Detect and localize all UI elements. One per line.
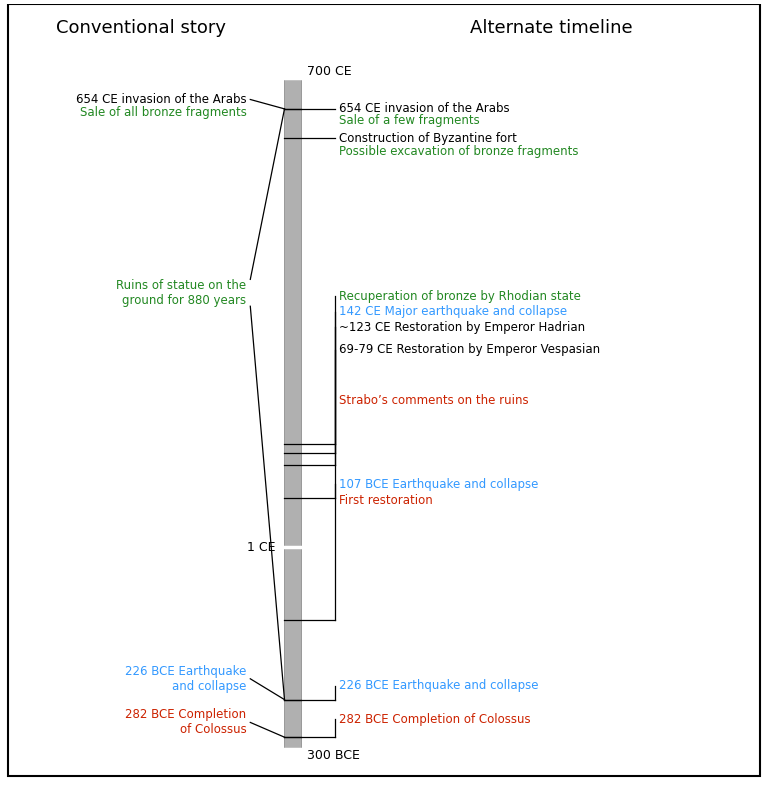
- Text: 654 CE invasion of the Arabs: 654 CE invasion of the Arabs: [76, 93, 247, 106]
- Text: 107 BCE Earthquake and collapse: 107 BCE Earthquake and collapse: [339, 478, 538, 490]
- Text: 226 BCE Earthquake
and collapse: 226 BCE Earthquake and collapse: [125, 665, 247, 693]
- Text: Recuperation of bronze by Rhodian state: Recuperation of bronze by Rhodian state: [339, 290, 581, 303]
- Text: Sale of a few fragments: Sale of a few fragments: [339, 114, 480, 127]
- Text: Alternate timeline: Alternate timeline: [470, 19, 632, 37]
- Text: 226 BCE Earthquake and collapse: 226 BCE Earthquake and collapse: [339, 679, 538, 692]
- Text: Possible excavation of bronze fragments: Possible excavation of bronze fragments: [339, 145, 578, 157]
- Bar: [284, 78, 301, 749]
- Text: Conventional story: Conventional story: [56, 19, 226, 37]
- Text: Ruins of statue on the
ground for 880 years: Ruins of statue on the ground for 880 ye…: [117, 279, 247, 307]
- Text: ~123 CE Restoration by Emperor Hadrian: ~123 CE Restoration by Emperor Hadrian: [339, 320, 585, 334]
- Text: 282 BCE Completion
of Colossus: 282 BCE Completion of Colossus: [125, 708, 247, 737]
- Text: 282 BCE Completion of Colossus: 282 BCE Completion of Colossus: [339, 712, 531, 726]
- Text: 300 BCE: 300 BCE: [307, 749, 360, 763]
- Text: 1 CE: 1 CE: [247, 541, 276, 554]
- Text: 654 CE invasion of the Arabs: 654 CE invasion of the Arabs: [339, 102, 510, 116]
- Text: 69-79 CE Restoration by Emperor Vespasian: 69-79 CE Restoration by Emperor Vespasia…: [339, 343, 601, 357]
- Text: Strabo’s comments on the ruins: Strabo’s comments on the ruins: [339, 394, 529, 407]
- Text: 700 CE: 700 CE: [307, 65, 352, 78]
- Text: 142 CE Major earthquake and collapse: 142 CE Major earthquake and collapse: [339, 305, 568, 318]
- Text: Sale of all bronze fragments: Sale of all bronze fragments: [80, 106, 247, 120]
- Text: Construction of Byzantine fort: Construction of Byzantine fort: [339, 132, 517, 145]
- Text: First restoration: First restoration: [339, 494, 433, 508]
